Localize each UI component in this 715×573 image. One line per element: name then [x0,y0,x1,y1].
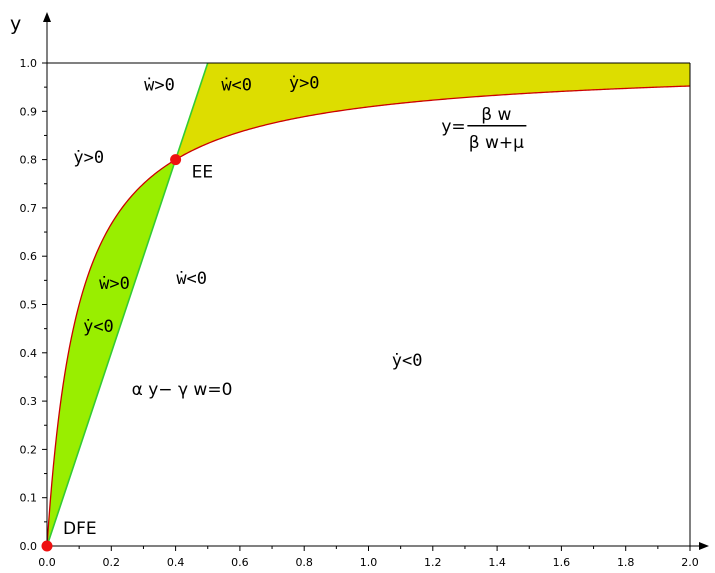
x-tick-label: 0.8 [295,556,313,569]
phase-annotation: ẇ>0 [99,274,130,294]
phase-annotation: ẏ<0 [83,317,114,337]
x-tick-label: 1.0 [360,556,378,569]
phase-annotation: ẇ>0 [144,76,175,96]
y-tick-label: 0.3 [20,395,38,408]
phase-annotation: ẏ>0 [73,148,104,168]
formula-lhs: y= [441,117,465,137]
y-tick-label: 0.6 [20,250,38,263]
annotations: ẇ>0 ẇ<0 ẏ>0 ẏ>0 ẇ>0 ẇ<0 ẏ<0 ẏ<0 α y− γ w=0 [73,73,422,400]
phase-annotation: ẇ<0 [176,269,207,289]
tick-marks: 0.0 0.2 0.4 0.6 0.8 1.0 1.2 1.4 1.6 1.8 2.0 0.0 0.1 0… [20,57,699,569]
formula-denominator: β w+μ [469,133,524,153]
y-tick-label: 0.9 [20,105,38,118]
y-tick-label: 0.7 [20,202,38,215]
y-tick-label: 0.4 [20,347,38,360]
phase-annotation: ẇ<0 [221,76,252,96]
formula-numerator: β w [481,105,511,125]
phase-annotation: ẏ<0 [392,351,423,371]
y-tick-label: 0.0 [20,540,38,553]
line-w-nullcline [46,62,209,547]
y-axis-label: y [10,13,21,35]
point-dfe [41,540,53,552]
x-tick-label: 1.8 [617,556,635,569]
x-tick-label: 1.2 [424,556,442,569]
formula-label: y= β w β w+μ [441,105,527,153]
y-tick-label: 0.5 [20,299,38,312]
phase-annotation: ẏ>0 [289,73,320,93]
x-tick-label: 0.6 [231,556,249,569]
plot-frame [47,62,691,546]
x-tick-label: 2.0 [681,556,699,569]
phase-annotation: α y− γ w=0 [132,380,233,400]
shaded-regions [47,63,691,546]
point-label-ee: EE [192,163,213,183]
point-ee [170,154,182,166]
x-tick-label: 1.4 [488,556,506,569]
y-tick-label: 1.0 [20,57,38,70]
curve-y-nullcline [46,85,691,547]
x-tick-label: 0.2 [103,556,121,569]
y-tick-label: 0.8 [20,154,38,167]
point-label-dfe: DFE [63,519,97,539]
y-axis-arrow [43,12,51,22]
x-tick-label: 0.0 [38,556,56,569]
equilibrium-points: DFE EE [41,154,213,552]
x-tick-label: 0.4 [167,556,185,569]
x-tick-label: 1.6 [553,556,571,569]
axes [43,12,709,550]
x-axis-arrow [699,542,709,550]
curves [46,62,691,547]
y-tick-label: 0.2 [20,443,38,456]
y-tick-label: 0.1 [20,492,38,505]
yellow-region [175,63,691,160]
